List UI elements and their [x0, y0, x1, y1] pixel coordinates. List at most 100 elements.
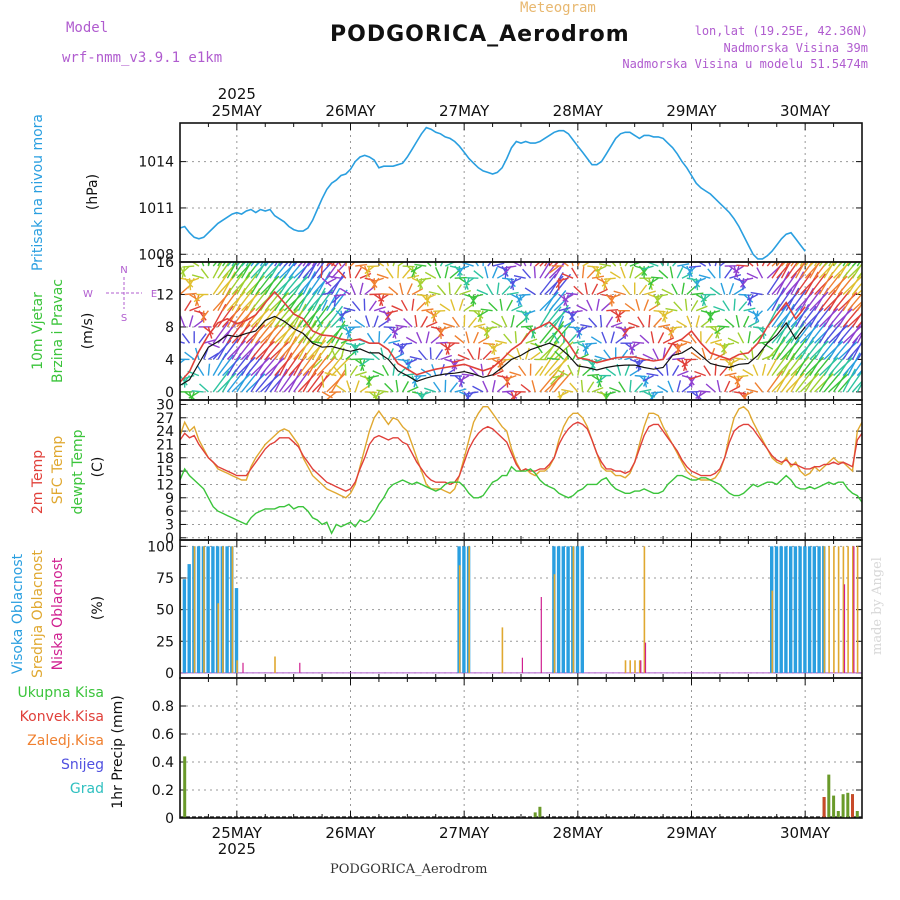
- wind-vectors: [180, 262, 862, 400]
- wind-vector: [188, 391, 193, 400]
- wind-vector: [597, 375, 603, 388]
- wind-vector: [241, 291, 261, 312]
- wind-vector: [487, 356, 500, 361]
- wind-vector: [638, 265, 648, 277]
- wind-vector: [733, 298, 736, 311]
- wind-vector: [603, 349, 612, 360]
- wind-vector: [681, 383, 692, 393]
- wind-vector: [419, 391, 432, 397]
- wind-vector: [293, 303, 307, 328]
- wind-vector: [255, 262, 261, 267]
- wind-vector: [312, 305, 329, 328]
- mid-cloud-bar: [501, 627, 504, 673]
- wind-vector: [705, 310, 714, 321]
- wind-vector: [757, 348, 765, 360]
- wind-vector: [539, 291, 559, 312]
- wind-vector: [480, 308, 493, 312]
- wind-vector: [520, 310, 530, 321]
- wind-vector: [814, 275, 834, 295]
- y-tick-label: 8: [165, 320, 174, 336]
- wind-vector: [790, 356, 810, 377]
- wind-vector: [580, 324, 593, 328]
- wind-vector: [510, 315, 515, 328]
- wind-vector: [297, 354, 315, 377]
- wind-vector: [752, 310, 760, 322]
- precip-total-bar: [841, 794, 845, 818]
- wind-vector: [622, 326, 635, 331]
- wind-vector: [331, 289, 348, 312]
- wind-vector: [331, 307, 351, 328]
- wind-vector: [274, 337, 290, 360]
- wind-vector: [591, 283, 599, 295]
- wind-vector: [795, 340, 815, 360]
- wind-vector: [511, 262, 522, 267]
- wind-vector: [771, 305, 788, 328]
- y-tick-label: 1008: [138, 247, 174, 263]
- wind-vector: [553, 292, 574, 312]
- model-elevation-label: Nadmorska Visina u modelu 51.5474m: [622, 57, 868, 71]
- wind-vector: [336, 269, 347, 279]
- wind-vector: [419, 277, 432, 281]
- low-cloud-bar: [843, 584, 846, 673]
- sfc-temp-label: SFC Temp: [50, 436, 66, 505]
- wind-vector: [632, 341, 645, 344]
- wind-vector: [473, 270, 484, 279]
- wind-vector: [842, 275, 862, 296]
- wind-vector: [572, 340, 586, 344]
- wind-vector: [548, 357, 569, 377]
- wind-vector: [634, 270, 645, 279]
- wind-vector: [321, 277, 332, 287]
- wind-vector: [240, 262, 252, 279]
- wind-vector: [747, 331, 751, 344]
- wind-vector: [464, 277, 470, 290]
- wind-vector: [501, 285, 511, 295]
- wind-vector: [316, 356, 336, 377]
- wind-vector: [804, 356, 825, 377]
- wind-vector: [326, 354, 344, 377]
- wind-vector: [596, 288, 608, 296]
- mid-cloud-bar: [236, 660, 238, 673]
- wind-vector: [496, 282, 500, 295]
- wind-vector: [565, 292, 578, 296]
- wind-vector: [297, 262, 304, 267]
- wind-vector: [392, 326, 397, 339]
- model-label: Model: [66, 20, 109, 36]
- wind-vector: [387, 326, 399, 336]
- wind-vector: [629, 266, 634, 279]
- wind-vector: [649, 391, 659, 400]
- wind-vector: [349, 365, 358, 377]
- wind-vector: [591, 386, 604, 393]
- wind-vector: [761, 262, 766, 267]
- wind-vector: [741, 391, 754, 398]
- wind-vector: [425, 262, 432, 267]
- wind-vector: [188, 315, 194, 328]
- wind-vector: [561, 273, 574, 279]
- wind-vector: [799, 373, 820, 393]
- compass-s: S: [121, 313, 127, 324]
- wind-vector: [397, 342, 405, 355]
- wind-vector: [288, 368, 303, 393]
- mid-cloud-bar: [624, 660, 627, 673]
- wind-vector: [742, 315, 750, 328]
- wind-vector: [400, 342, 413, 346]
- wind-vector: [691, 292, 704, 296]
- wind-vector: [344, 363, 347, 376]
- wind-vector: [852, 262, 858, 267]
- day-label-top: 28MAY: [553, 102, 604, 120]
- high-cloud-label: Visoka Oblacnost: [10, 553, 26, 674]
- wind-vector: [428, 291, 441, 296]
- wind-vector: [354, 267, 362, 279]
- wind-vector: [557, 391, 569, 398]
- wind-vector: [269, 353, 286, 376]
- wind-vector: [347, 326, 361, 329]
- wind-vector: [669, 266, 674, 279]
- wind-vector: [497, 358, 508, 368]
- wind-frame: [179, 261, 863, 401]
- wind-vector: [558, 315, 565, 328]
- wind-vector: [828, 373, 849, 393]
- wind-vector: [828, 275, 848, 295]
- wind-vector: [701, 347, 707, 360]
- wind-vector: [695, 391, 707, 399]
- wind-vector: [506, 291, 519, 296]
- wind-vector: [705, 383, 716, 393]
